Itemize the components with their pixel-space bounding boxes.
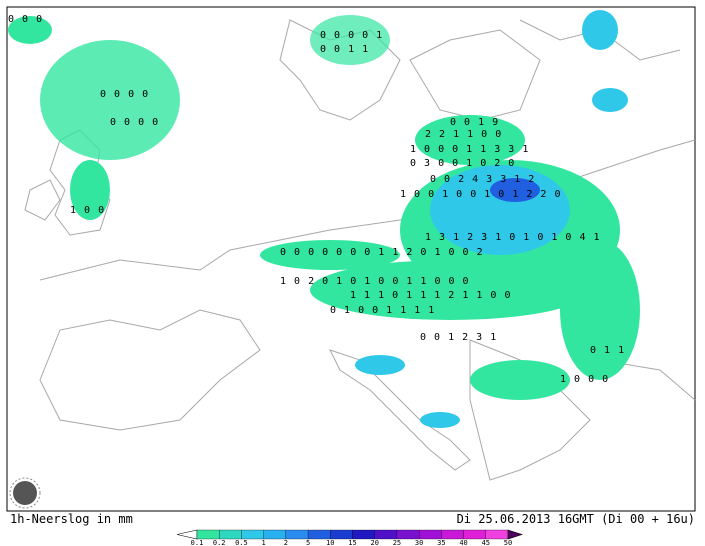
legend-label: 40 <box>459 539 467 546</box>
map-value: 0 0 1 2 3 1 <box>420 332 497 343</box>
map-value: 1 0 2 0 1 0 1 0 0 1 1 0 0 0 <box>280 276 470 287</box>
legend-swatch <box>463 529 486 540</box>
legend-swatch <box>396 529 420 540</box>
legend-label: 0.5 <box>235 539 248 546</box>
legend-swatch <box>418 529 442 540</box>
map-value: 0 0 1 1 <box>320 44 369 55</box>
footer-right: Di 25.06.2013 16GMT (Di 00 + 16u) <box>457 512 695 526</box>
legend-label: 0.2 <box>213 539 226 546</box>
legend-label: 1 <box>262 539 266 546</box>
map-value: 0 0 0 0 <box>100 89 149 100</box>
legend-label: 0.1 <box>191 539 204 546</box>
map-value: 0 0 0 0 1 <box>320 30 383 41</box>
legend-label: 25 <box>393 539 401 546</box>
legend-swatch <box>263 529 287 540</box>
legend-label: 20 <box>370 539 378 546</box>
map-value: 0 0 0 0 <box>110 117 159 128</box>
map-value: 0 0 2 4 3 3 1 2 <box>430 174 535 185</box>
legend-label: 30 <box>415 539 423 546</box>
legend-label: 45 <box>482 539 490 546</box>
map-value: 1 0 0 <box>70 205 105 216</box>
map-value: 0 1 1 <box>590 345 625 356</box>
legend-swatch <box>241 529 264 540</box>
map-value: 0 1 0 0 1 1 1 1 <box>330 305 435 316</box>
legend-swatch <box>196 529 220 540</box>
legend-swatch <box>352 529 375 540</box>
map-value: 2 2 1 1 0 0 <box>425 129 502 140</box>
legend-low-arrow <box>176 529 198 540</box>
legend-swatch <box>219 529 242 540</box>
map-value: 0 0 0 <box>8 14 43 25</box>
map-value: 1 0 0 1 0 0 1 0 1 2 2 0 <box>400 189 561 200</box>
legend-label: 50 <box>504 539 512 546</box>
legend-swatch <box>441 529 464 540</box>
logo-rays <box>9 477 41 509</box>
precipitation <box>8 10 640 428</box>
map-value: 0 0 1 9 <box>450 117 499 128</box>
map-value: 0 3 0 0 1 0 2 0 <box>410 158 515 169</box>
map-value: 1 3 1 2 3 1 0 1 0 1 0 4 1 <box>425 232 601 243</box>
legend-swatch <box>285 529 309 540</box>
map-value: 1 0 0 0 <box>560 374 609 385</box>
legend-label: 15 <box>348 539 356 546</box>
legend-swatch <box>307 529 331 540</box>
legend-high-arrow <box>507 529 523 540</box>
legend-swatch <box>374 529 398 540</box>
map-values: 0 0 0 0 0 0 0 1 0 0 1 1 0 0 0 0 0 0 0 0 1 0 0… <box>8 14 625 385</box>
legend-label: 10 <box>326 539 334 546</box>
legend-swatch <box>485 529 509 540</box>
legend-label: 5 <box>306 539 310 546</box>
map-value: 1 1 1 0 1 1 1 2 1 1 0 0 <box>350 290 511 301</box>
footer-left: 1h-Neerslog in mm <box>10 512 133 526</box>
map-value: 1 0 0 0 1 1 3 3 1 <box>410 144 529 155</box>
legend-label: 2 <box>284 539 288 546</box>
logo <box>13 481 37 505</box>
legend: 0.1 0.2 0.5 1 2 5 10 15 20 25 30 35 40 45 50 <box>176 529 523 546</box>
legend-swatch <box>330 529 353 540</box>
map-value: 0 0 0 0 0 0 0 1 1 2 0 1 0 0 2 <box>280 247 484 258</box>
legend-label: 35 <box>437 539 445 546</box>
